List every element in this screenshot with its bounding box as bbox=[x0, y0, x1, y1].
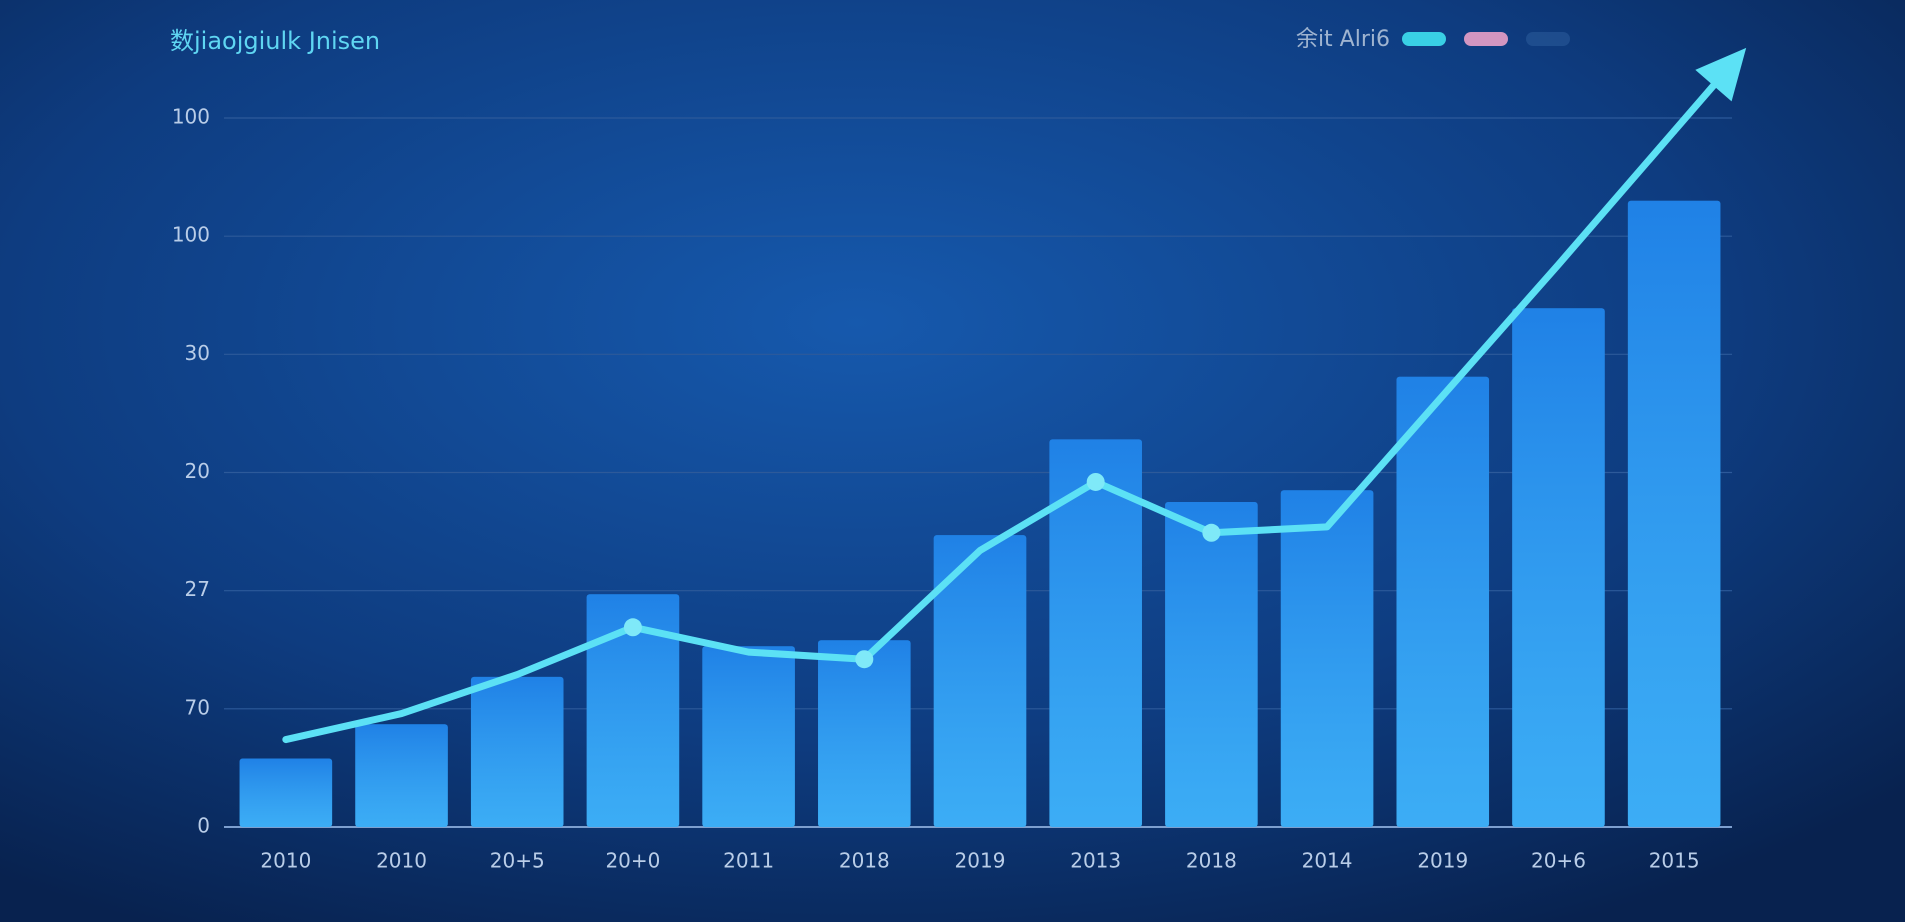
bar-shade bbox=[586, 594, 680, 827]
bar-shade bbox=[470, 676, 564, 827]
arrow-shaft bbox=[1670, 74, 1724, 135]
arrow-head bbox=[1695, 47, 1747, 102]
legend bbox=[1402, 32, 1570, 46]
y-tick-label: 27 bbox=[185, 577, 210, 601]
x-tick-label: 2014 bbox=[1302, 849, 1353, 873]
x-tick-label: 20+6 bbox=[1531, 849, 1586, 873]
y-tick-label: 70 bbox=[185, 695, 210, 719]
x-tick-label: 2015 bbox=[1649, 849, 1700, 873]
bar-shade bbox=[702, 646, 795, 827]
chart-title: 数jiaojgiulk Jnisen bbox=[170, 27, 380, 55]
x-tick-label: 20+5 bbox=[490, 849, 545, 873]
bar-shade bbox=[1396, 376, 1490, 827]
bar-shade bbox=[1280, 490, 1374, 827]
bar-shade bbox=[1049, 439, 1142, 827]
bar-shade bbox=[239, 758, 333, 827]
x-tick-label: 2010 bbox=[376, 849, 427, 873]
line-marker bbox=[1202, 523, 1221, 542]
bar-shade bbox=[1165, 502, 1258, 827]
legend-swatch bbox=[1464, 32, 1508, 46]
legend-swatch bbox=[1402, 32, 1446, 46]
x-tick-label: 2018 bbox=[1186, 849, 1237, 873]
y-tick-label: 30 bbox=[185, 341, 210, 365]
x-tick-label: 2011 bbox=[723, 849, 774, 873]
bar-shade bbox=[1512, 308, 1605, 828]
bar-shade bbox=[1627, 200, 1721, 827]
y-tick-label: 0 bbox=[197, 814, 210, 838]
x-tick-label: 2019 bbox=[955, 849, 1006, 873]
x-tick-label: 2013 bbox=[1070, 849, 1121, 873]
legend-label: 余it Alri6 bbox=[1296, 27, 1390, 52]
x-tick-label: 20+0 bbox=[605, 849, 660, 873]
y-tick-label: 100 bbox=[172, 223, 210, 247]
bar-shade bbox=[818, 640, 911, 827]
legend-swatch bbox=[1526, 32, 1570, 46]
line-marker bbox=[1086, 472, 1105, 491]
bars bbox=[239, 200, 1721, 828]
bar-shade bbox=[933, 535, 1027, 827]
trend-line bbox=[282, 127, 1678, 744]
y-tick-label: 100 bbox=[172, 105, 210, 129]
y-tick-label: 20 bbox=[185, 459, 210, 483]
bar-shade bbox=[355, 724, 448, 827]
line-layer bbox=[282, 47, 1747, 744]
line-marker bbox=[623, 618, 642, 637]
labels: 0 70 27 20 30 100 100 2010 2010 20+5 20+0 2011 2018 2… bbox=[172, 105, 1700, 873]
x-tick-label: 2010 bbox=[260, 849, 311, 873]
line-marker bbox=[855, 650, 874, 669]
x-tick-label: 2019 bbox=[1417, 849, 1468, 873]
x-tick-label: 2018 bbox=[839, 849, 890, 873]
